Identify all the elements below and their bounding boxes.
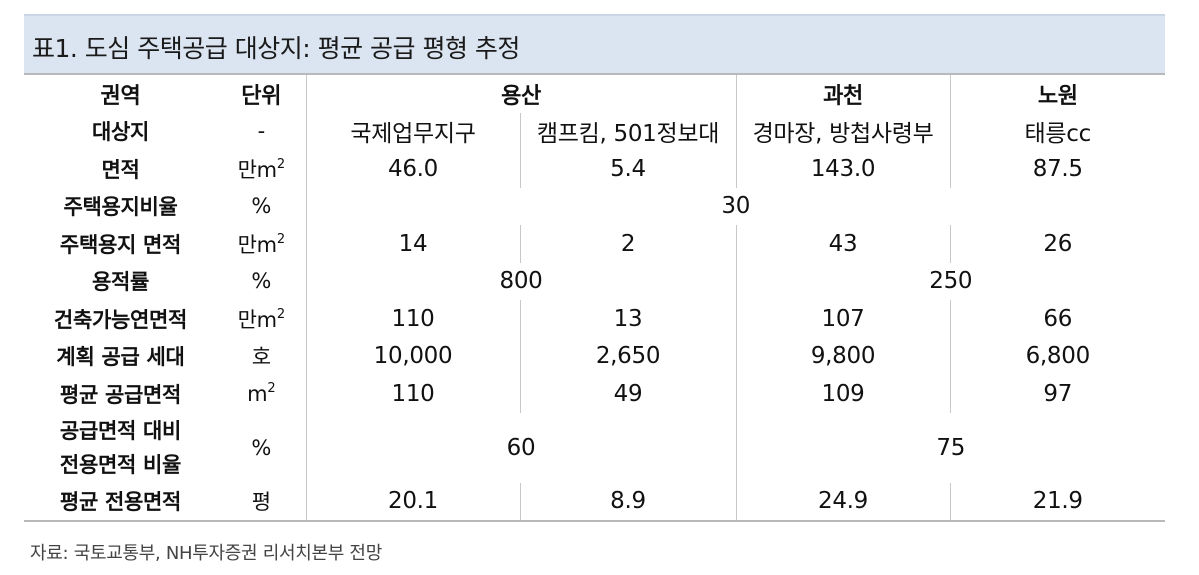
cell-value: 110 — [306, 375, 521, 413]
table-row-avg-exclusive-area: 평균 전용면적 평 20.1 8.9 24.9 21.9 — [24, 482, 1165, 521]
cell-value: 9,800 — [736, 337, 951, 375]
cell-value: 13 — [520, 300, 737, 338]
cell-value: 6,800 — [1025, 343, 1091, 370]
cell-value: 2,650 — [520, 337, 737, 375]
cell-value: 26 — [1043, 230, 1073, 257]
table-title-bar: 표1. 도심 주택공급 대상지: 평균 공급 평형 추정 — [24, 14, 1165, 73]
cell-value: 21.9 — [1032, 488, 1083, 515]
row-label: 용적률 — [91, 270, 150, 295]
row-label: 평균 전용면적 — [59, 490, 182, 515]
header-region: 권역 — [100, 83, 141, 109]
table-row-site: 대상지 - 국제업무지구 캠프킴, 501정보대 경마장, 방첩사령부 태릉cc — [24, 112, 1165, 150]
source-note: 자료: 국토교통부, NH투자증권 리서치본부 전망 — [30, 543, 382, 564]
unit-text: 만m — [237, 157, 277, 182]
cell-value: 14 — [306, 225, 521, 263]
table-row-buildable-area: 건축가능연면적 만m2 110 13 107 66 — [24, 300, 1165, 338]
row-label: 주택용지 면적 — [59, 232, 182, 257]
cell-value: 97 — [1043, 380, 1073, 407]
row-unit: 호 — [217, 337, 307, 375]
unit-superscript: 2 — [276, 156, 285, 172]
table-row-far: 용적률 % 800 250 — [24, 262, 1165, 300]
header-nowon: 노원 — [1037, 83, 1078, 109]
row-label-line: 공급면적 대비 — [59, 418, 182, 443]
row-label: 건축가능연면적 — [53, 307, 188, 332]
cell-value: 24.9 — [736, 482, 951, 521]
cell-value: 250 — [929, 268, 973, 295]
cell-value: 87.5 — [1032, 155, 1083, 182]
cell-value: 태릉cc — [1024, 121, 1092, 148]
cell-value: 30 — [721, 193, 751, 220]
cell-value: 800 — [306, 262, 737, 300]
unit-text: m — [247, 381, 268, 406]
unit-text: 만m — [237, 232, 277, 257]
cell-value: 국제업무지구 — [306, 112, 521, 150]
row-unit: % — [217, 187, 307, 225]
table-row-housing-ratio: 주택용지비율 % 30 — [24, 187, 1165, 225]
row-label-line: 전용면적 비율 — [59, 452, 182, 477]
row-unit: 만m2 — [217, 225, 307, 263]
row-label: 계획 공급 세대 — [56, 345, 185, 370]
cell-value: 66 — [1043, 305, 1073, 332]
cell-value: 캠프킴, 501정보대 — [520, 112, 737, 150]
table-row-avg-supply-area: 평균 공급면적 m2 110 49 109 97 — [24, 375, 1165, 413]
row-unit: 만m2 — [217, 150, 307, 188]
row-unit: 평 — [217, 482, 307, 521]
cell-value: 49 — [520, 375, 737, 413]
row-unit: m2 — [217, 375, 307, 413]
row-unit: 만m2 — [217, 300, 307, 338]
cell-value: 46.0 — [306, 150, 521, 188]
cell-value: 60 — [306, 412, 737, 483]
table-title: 표1. 도심 주택공급 대상지: 평균 공급 평형 추정 — [32, 34, 520, 63]
table-header-row: 권역 단위 용산 과천 노원 — [24, 74, 1165, 113]
cell-value: 143.0 — [736, 150, 951, 188]
unit-text: 만m — [237, 307, 277, 332]
cell-value: 107 — [736, 300, 951, 338]
row-label: 주택용지비율 — [63, 195, 178, 220]
header-yongsan: 용산 — [306, 74, 737, 113]
row-label: 면적 — [101, 157, 140, 182]
row-unit: - — [217, 112, 307, 150]
cell-value: 109 — [736, 375, 951, 413]
cell-value: 110 — [306, 300, 521, 338]
cell-value: 10,000 — [306, 337, 521, 375]
row-unit: % — [217, 262, 307, 300]
cell-value: 43 — [736, 225, 951, 263]
row-unit: % — [217, 412, 307, 483]
cell-value: 75 — [936, 434, 966, 461]
cell-value: 20.1 — [306, 482, 521, 521]
table-row-area: 면적 만m2 46.0 5.4 143.0 87.5 — [24, 150, 1165, 188]
table-row-housing-area: 주택용지 면적 만m2 14 2 43 26 — [24, 225, 1165, 263]
table-row-planned-units: 계획 공급 세대 호 10,000 2,650 9,800 6,800 — [24, 337, 1165, 375]
cell-value: 2 — [520, 225, 737, 263]
row-label: 평균 공급면적 — [59, 382, 182, 407]
cell-value: 경마장, 방첩사령부 — [736, 112, 951, 150]
header-gwacheon: 과천 — [736, 74, 951, 113]
housing-supply-table: 권역 단위 용산 과천 노원 대상지 - 국제업무지구 캠프킴, 501정보대 … — [24, 73, 1166, 522]
unit-superscript: 2 — [267, 380, 276, 396]
unit-superscript: 2 — [276, 306, 285, 322]
cell-value: 8.9 — [520, 482, 737, 521]
cell-value: 5.4 — [520, 150, 737, 188]
row-label: 대상지 — [91, 120, 150, 145]
unit-superscript: 2 — [276, 231, 285, 247]
header-unit: 단위 — [217, 74, 307, 113]
